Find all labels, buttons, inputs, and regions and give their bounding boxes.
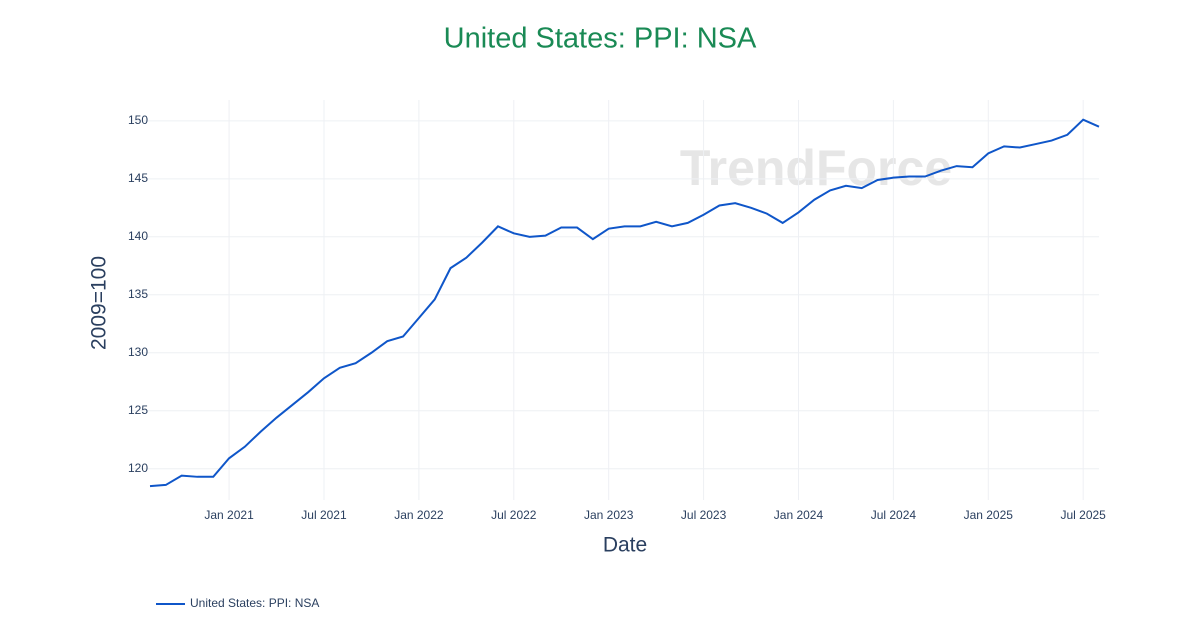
x-tick-label: Jan 2024 <box>774 508 824 522</box>
x-tick-label: Jul 2025 <box>1060 508 1106 522</box>
x-tick-label: Jan 2021 <box>204 508 254 522</box>
x-tick-label: Jul 2022 <box>491 508 537 522</box>
y-tick-label: 125 <box>128 403 148 417</box>
chart-title: United States: PPI: NSA <box>444 23 757 55</box>
x-axis-title: Date <box>603 534 647 557</box>
x-tick-label: Jan 2022 <box>394 508 444 522</box>
y-tick-label: 140 <box>128 229 148 243</box>
y-axis-title: 2009=100 <box>88 256 111 350</box>
x-tick-label: Jul 2024 <box>871 508 917 522</box>
legend-label: United States: PPI: NSA <box>190 596 319 610</box>
x-tick-label: Jul 2021 <box>301 508 347 522</box>
y-tick-label: 130 <box>128 345 148 359</box>
y-tick-label: 150 <box>128 113 148 127</box>
x-tick-label: Jan 2025 <box>964 508 1014 522</box>
watermark: TrendForce <box>680 140 952 196</box>
y-tick-label: 135 <box>128 287 148 301</box>
data-line <box>149 118 1100 488</box>
y-tick-label: 120 <box>128 461 148 475</box>
x-tick-label: Jul 2023 <box>681 508 727 522</box>
x-tick-label: Jan 2023 <box>584 508 634 522</box>
y-tick-label: 145 <box>128 171 148 185</box>
